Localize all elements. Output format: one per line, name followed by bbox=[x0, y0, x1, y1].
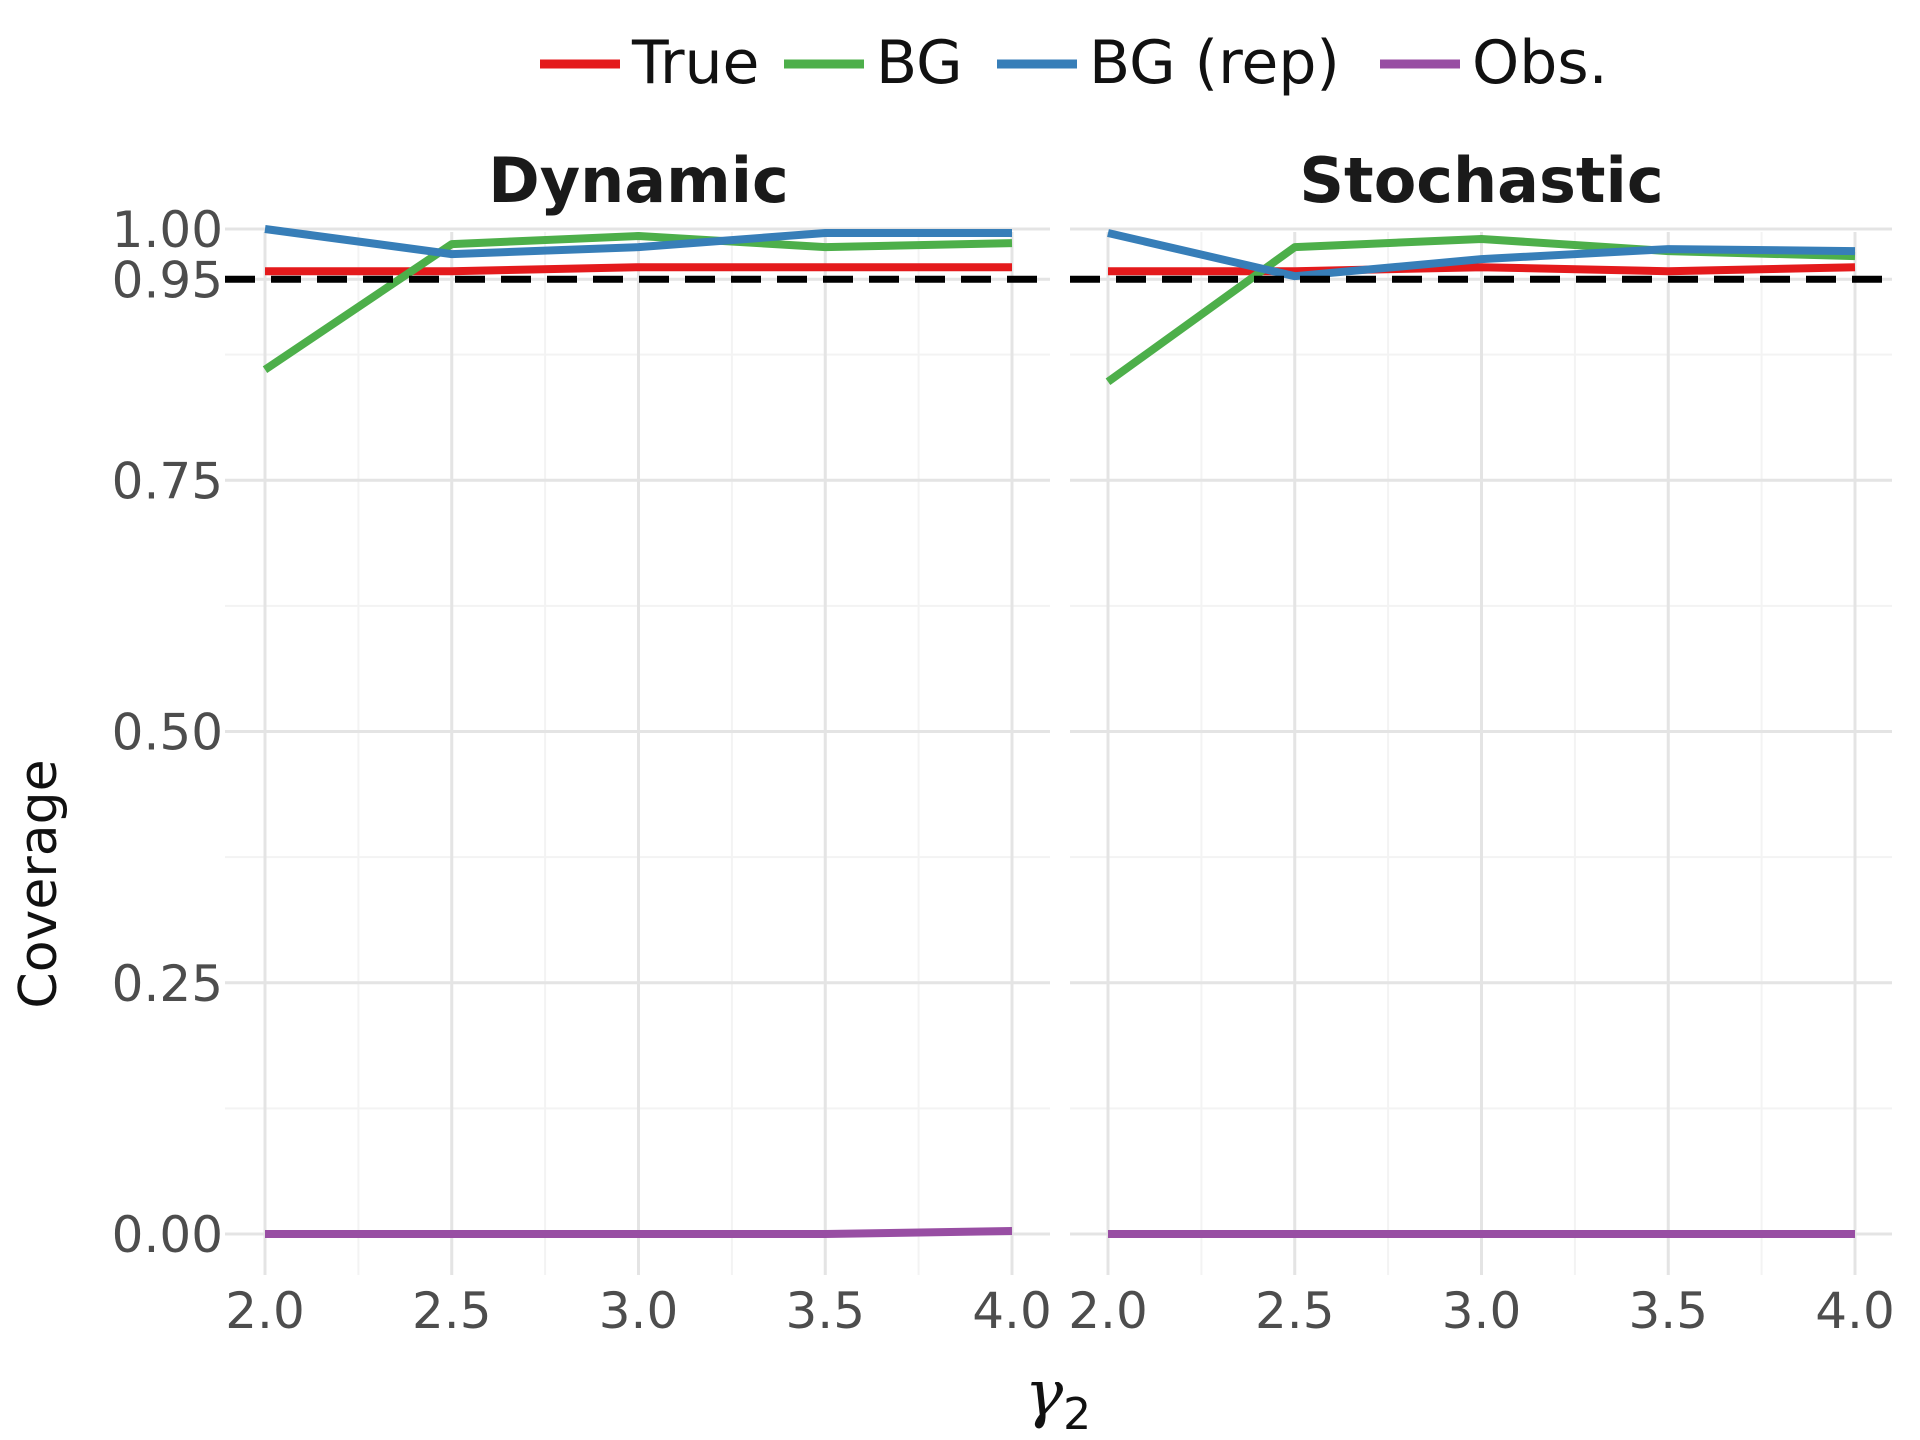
panel-dynamic-series bbox=[225, 225, 1050, 1238]
legend-label: BG (rep) bbox=[1089, 28, 1340, 98]
panel-stochastic-series bbox=[1070, 229, 1892, 1238]
legend-item-obs: Obs. bbox=[1380, 28, 1608, 98]
y-tick-label: 0.75 bbox=[112, 452, 223, 510]
panel-dynamic: Dynamic bbox=[225, 144, 1050, 1275]
legend-item-true: True bbox=[540, 28, 759, 98]
y-tick-label: 1.00 bbox=[112, 201, 223, 259]
panel-title-dynamic: Dynamic bbox=[488, 144, 788, 217]
x-tick-label: 2.0 bbox=[1068, 1282, 1148, 1340]
series-line-bg-rep-stochastic bbox=[1107, 229, 1856, 281]
legend-label: True bbox=[631, 28, 759, 98]
y-tick-label: 0.25 bbox=[112, 955, 223, 1013]
series-line-true-dynamic bbox=[265, 263, 1012, 276]
panel-dynamic-grid bbox=[225, 227, 1050, 1275]
x-axis-label-subscript: 2 bbox=[1063, 1389, 1091, 1440]
y-tick-label: 0.00 bbox=[112, 1206, 223, 1264]
x-tick-label: 3.5 bbox=[785, 1282, 865, 1340]
x-tick-label: 3.0 bbox=[599, 1282, 679, 1340]
x-tick-label: 4.0 bbox=[1815, 1282, 1895, 1340]
legend-item-bg-rep: BG (rep) bbox=[997, 28, 1340, 98]
legend-label: BG bbox=[876, 28, 963, 98]
x-tick-label: 3.5 bbox=[1628, 1282, 1708, 1340]
x-axis-label: γ2 bbox=[1025, 1357, 1091, 1440]
x-tick-label: 4.0 bbox=[972, 1282, 1052, 1340]
series-line-bg-rep-dynamic bbox=[264, 225, 1012, 259]
panel-title-stochastic: Stochastic bbox=[1299, 144, 1663, 217]
series-line-bg-dynamic bbox=[262, 232, 1013, 374]
legend-label: Obs. bbox=[1472, 28, 1608, 98]
legend: True BG BG (rep) Obs. bbox=[540, 28, 1608, 98]
x-tick-label: 3.0 bbox=[1442, 1282, 1522, 1340]
legend-item-bg: BG bbox=[784, 28, 963, 98]
panel-stochastic-grid bbox=[1070, 227, 1892, 1275]
x-tick-label: 2.0 bbox=[225, 1282, 305, 1340]
series-line-obs-dynamic bbox=[265, 1227, 1013, 1238]
x-tick-label: 2.5 bbox=[412, 1282, 492, 1340]
y-tick-label: 0.95 bbox=[112, 251, 223, 309]
series-line-true-stochastic bbox=[1108, 263, 1856, 276]
x-axis-label-base: γ bbox=[1025, 1357, 1064, 1431]
x-tick-label: 2.5 bbox=[1255, 1282, 1335, 1340]
panel-stochastic: Stochastic bbox=[1070, 144, 1892, 1275]
y-axis-ticks: 0.00 0.25 0.50 0.75 0.951.00 bbox=[112, 201, 223, 1264]
x-axis-ticks: 2.0 2.5 3.0 3.5 4.0 2.0 2.5 3.0 3.5 4.0 bbox=[225, 1282, 1895, 1340]
y-tick-label: 0.50 bbox=[112, 704, 223, 762]
y-axis-label: Coverage bbox=[9, 759, 69, 1008]
